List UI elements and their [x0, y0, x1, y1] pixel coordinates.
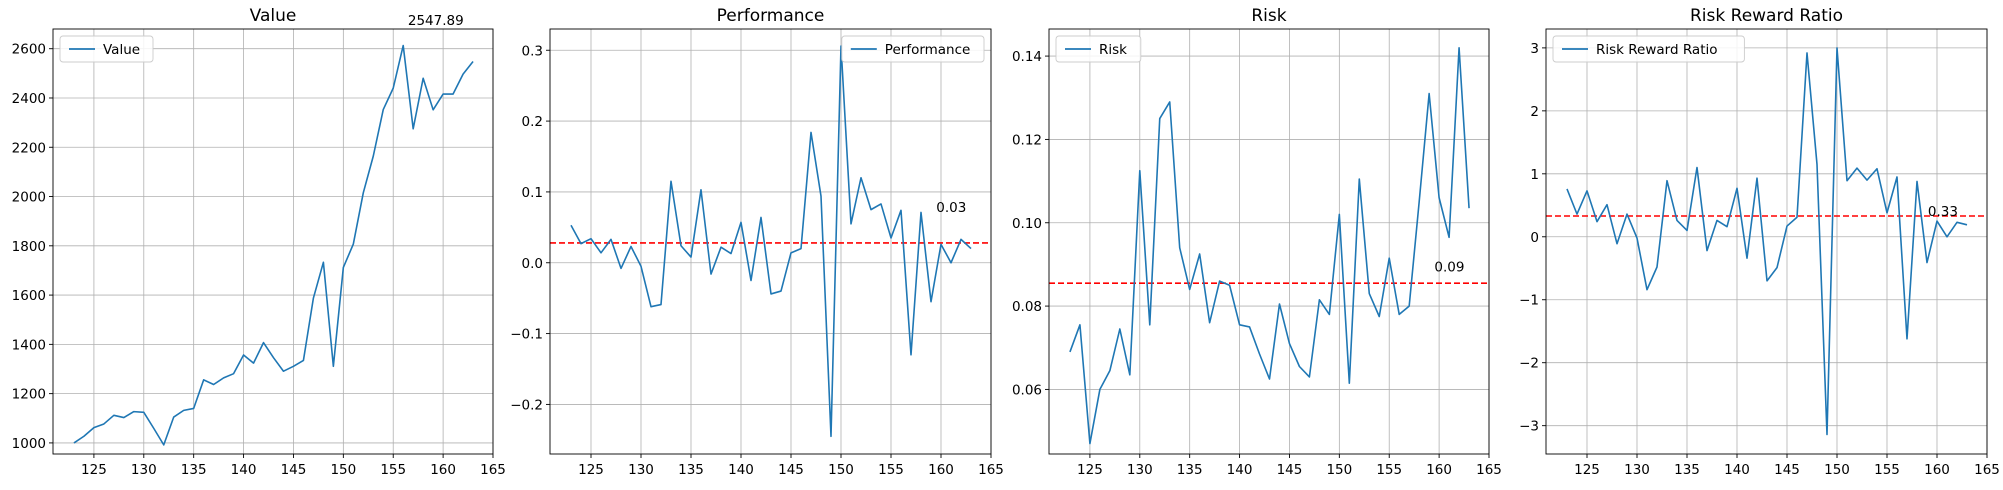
x-tick-label: 160	[1924, 462, 1950, 478]
x-tick-label: 140	[231, 462, 257, 478]
y-tick-label: 0.3	[522, 43, 543, 59]
x-tick-label: 145	[1774, 462, 1800, 478]
y-tick-label: 0.12	[1012, 132, 1042, 148]
y-tick-label: 0.06	[1012, 382, 1042, 398]
chart-panel-1: 125 130 135 140 145 150 155 160 165 1000 1200 1400 1…	[12, 6, 506, 478]
series-line	[1069, 46, 1470, 445]
y-tick-label: 1800	[12, 239, 46, 255]
chart-panel-3: 125 130 135 140 145 150 155 160 165 0.06 0.08 0.10 0…	[1012, 6, 1502, 478]
value-annotation: 0.03	[936, 200, 966, 216]
x-tick-label: 130	[628, 462, 654, 478]
y-tick-label: 1200	[12, 387, 46, 403]
y-tick-label: 0.08	[1012, 299, 1042, 315]
value-annotation: 2547.89	[408, 13, 464, 29]
legend-label: Risk	[1099, 42, 1127, 58]
x-tick-label: 155	[380, 462, 406, 478]
y-tick-label: 0.10	[1012, 216, 1042, 232]
y-tick-label: 0.2	[522, 114, 543, 130]
y-tick-label: −0.2	[510, 397, 543, 413]
y-tick-label: 0	[1530, 230, 1539, 246]
y-tick-label: 0.1	[522, 185, 543, 201]
plot-frame	[549, 28, 992, 455]
legend: Risk Reward Ratio	[1552, 35, 1745, 63]
x-tick-label: 140	[1724, 462, 1750, 478]
plot-frame	[1048, 28, 1490, 455]
legend-box	[841, 35, 985, 63]
y-tick-label: 2	[1530, 104, 1539, 120]
y-tick-label: 0.0	[522, 256, 543, 272]
x-tick-label: 130	[1624, 462, 1650, 478]
chart-panel-4: 125 130 135 140 145 150 155 160 165 −3 −2 −1 0 1 2 3 Ris…	[1519, 6, 2000, 478]
y-tick-label: 2600	[12, 42, 46, 58]
x-tick-label: 135	[678, 462, 704, 478]
x-tick-label: 165	[1476, 462, 1502, 478]
x-tick-label: 145	[778, 462, 804, 478]
x-tick-label: 150	[828, 462, 854, 478]
series-line	[570, 45, 972, 438]
x-tick-label: 150	[1824, 462, 1850, 478]
y-tick-label: 1	[1530, 167, 1539, 183]
x-tick-label: 165	[1974, 462, 2000, 478]
legend-label: Performance	[885, 42, 971, 58]
legend: Risk	[1055, 35, 1142, 63]
y-tick-label: 1400	[12, 337, 46, 353]
legend: Performance	[841, 35, 985, 63]
y-tick-label: −1	[1519, 293, 1539, 309]
x-tick-label: 125	[578, 462, 604, 478]
legend-box	[59, 35, 154, 63]
series-line	[73, 44, 474, 446]
y-tick-label: 2400	[12, 91, 46, 107]
x-tick-label: 155	[1376, 462, 1402, 478]
x-tick-label: 160	[928, 462, 954, 478]
x-tick-label: 135	[1674, 462, 1700, 478]
chart-title: Risk	[1251, 6, 1286, 26]
y-tick-label: 3	[1530, 41, 1539, 57]
y-tick-label: −2	[1519, 356, 1539, 372]
y-tick-label: 1000	[12, 436, 46, 452]
legend-label: Value	[103, 42, 140, 58]
y-tick-label: 0.14	[1012, 49, 1042, 65]
series-line	[1566, 47, 1968, 436]
plot-frame	[52, 28, 494, 455]
legend-box	[1055, 35, 1142, 63]
x-tick-label: 140	[1227, 462, 1253, 478]
value-annotation: 0.33	[1928, 204, 1958, 220]
x-tick-label: 165	[978, 462, 1004, 478]
x-tick-label: 155	[1874, 462, 1900, 478]
chart-panel-2: 125 130 135 140 145 150 155 160 165 −0.2 −0.1 0.0 0.…	[510, 6, 1004, 478]
y-tick-label: 1600	[12, 288, 46, 304]
x-tick-label: 135	[181, 462, 207, 478]
y-tick-label: 2200	[12, 140, 46, 156]
plot-frame	[1545, 28, 1988, 455]
x-tick-label: 145	[281, 462, 307, 478]
x-tick-label: 145	[1277, 462, 1303, 478]
x-tick-label: 135	[1177, 462, 1203, 478]
x-tick-label: 125	[1077, 462, 1103, 478]
chart-title: Risk Reward Ratio	[1690, 6, 1843, 26]
y-tick-label: −0.1	[510, 327, 543, 343]
x-tick-label: 160	[430, 462, 456, 478]
x-tick-label: 150	[330, 462, 356, 478]
legend-label: Risk Reward Ratio	[1596, 42, 1718, 58]
x-tick-label: 160	[1426, 462, 1452, 478]
x-tick-label: 165	[480, 462, 506, 478]
y-tick-label: −3	[1519, 419, 1539, 435]
x-tick-label: 130	[1127, 462, 1153, 478]
y-tick-label: 2000	[12, 190, 46, 206]
legend-box	[1552, 35, 1745, 63]
legend: Value	[59, 35, 154, 63]
x-tick-label: 130	[131, 462, 157, 478]
chart-title: Value	[250, 6, 297, 26]
x-tick-label: 150	[1326, 462, 1352, 478]
x-tick-label: 140	[728, 462, 754, 478]
value-annotation: 0.09	[1434, 259, 1464, 275]
x-tick-label: 125	[1574, 462, 1600, 478]
x-tick-label: 155	[878, 462, 904, 478]
x-tick-label: 125	[81, 462, 107, 478]
chart-title: Performance	[717, 6, 825, 26]
